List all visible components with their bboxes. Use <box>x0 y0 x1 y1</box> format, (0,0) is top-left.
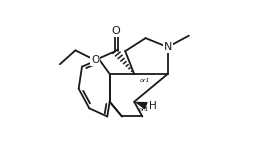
Text: O: O <box>91 55 99 65</box>
Text: O: O <box>111 26 120 36</box>
Text: or1: or1 <box>138 107 149 113</box>
Text: H: H <box>149 101 157 111</box>
Text: or1: or1 <box>140 78 150 83</box>
Text: N: N <box>163 42 172 52</box>
Polygon shape <box>134 102 148 110</box>
